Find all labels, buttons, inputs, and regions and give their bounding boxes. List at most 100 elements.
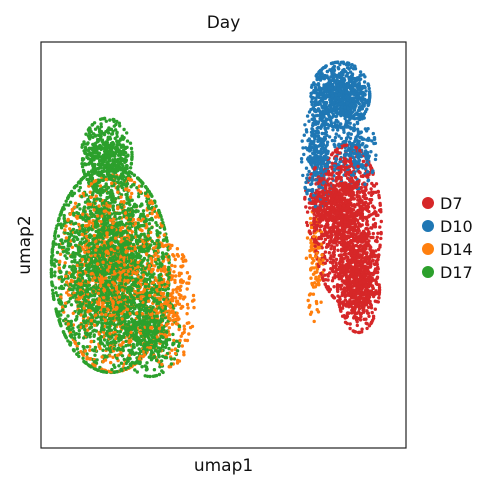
scatter-point bbox=[375, 235, 379, 239]
scatter-point bbox=[361, 191, 366, 195]
scatter-point bbox=[117, 364, 121, 368]
scatter-point bbox=[125, 139, 130, 143]
scatter-point bbox=[341, 260, 345, 264]
scatter-point bbox=[307, 305, 311, 309]
scatter-point bbox=[101, 348, 105, 352]
scatter-point bbox=[65, 270, 69, 274]
scatter-point bbox=[111, 208, 116, 212]
scatter-point bbox=[92, 171, 97, 175]
scatter-point bbox=[94, 134, 98, 138]
scatter-point bbox=[185, 287, 189, 291]
scatter-point bbox=[70, 189, 74, 194]
scatter-point bbox=[85, 357, 89, 361]
scatter-point bbox=[81, 319, 86, 323]
scatter-point bbox=[358, 92, 363, 96]
scatter-point bbox=[332, 142, 336, 147]
scatter-point bbox=[366, 311, 370, 315]
scatter-point bbox=[145, 277, 150, 282]
scatter-point bbox=[145, 213, 150, 218]
scatter-point bbox=[162, 269, 167, 273]
scatter-point bbox=[316, 134, 321, 138]
scatter-point bbox=[152, 368, 157, 372]
scatter-point bbox=[76, 231, 81, 236]
scatter-point bbox=[304, 166, 309, 170]
scatter-point bbox=[357, 102, 361, 106]
scatter-point bbox=[373, 254, 377, 259]
scatter-point bbox=[322, 240, 326, 245]
scatter-point bbox=[331, 251, 335, 255]
scatter-point bbox=[358, 190, 362, 194]
scatter-point bbox=[190, 299, 195, 303]
scatter-point bbox=[186, 306, 190, 310]
scatter-point bbox=[83, 224, 88, 228]
scatter-point bbox=[92, 197, 97, 202]
scatter-point bbox=[138, 331, 143, 335]
scatter-point bbox=[54, 307, 58, 311]
scatter-point bbox=[141, 212, 145, 216]
scatter-point bbox=[371, 231, 375, 236]
scatter-point bbox=[121, 340, 126, 344]
scatter-point bbox=[365, 326, 369, 331]
scatter-point bbox=[108, 354, 112, 358]
scatter-point bbox=[370, 226, 374, 230]
scatter-point bbox=[185, 271, 190, 275]
scatter-point bbox=[82, 345, 86, 349]
scatter-point bbox=[177, 327, 181, 332]
scatter-point bbox=[337, 134, 341, 138]
scatter-point bbox=[167, 337, 172, 342]
scatter-point bbox=[142, 338, 146, 342]
scatter-points bbox=[49, 60, 383, 379]
scatter-point bbox=[86, 255, 90, 259]
scatter-point bbox=[365, 138, 369, 142]
scatter-point bbox=[159, 359, 164, 363]
scatter-point bbox=[362, 159, 366, 164]
scatter-point bbox=[301, 173, 305, 178]
scatter-point bbox=[139, 267, 144, 272]
scatter-point bbox=[183, 338, 187, 342]
scatter-point bbox=[167, 326, 171, 330]
scatter-point bbox=[310, 261, 314, 265]
scatter-point bbox=[155, 223, 159, 227]
scatter-point bbox=[334, 257, 339, 262]
scatter-point bbox=[327, 104, 332, 108]
scatter-point bbox=[96, 125, 100, 129]
scatter-point bbox=[66, 231, 70, 236]
scatter-point bbox=[336, 128, 340, 132]
scatter-point bbox=[372, 262, 377, 266]
scatter-point bbox=[336, 289, 340, 294]
scatter-point bbox=[314, 102, 318, 107]
scatter-point bbox=[167, 346, 171, 351]
scatter-point bbox=[86, 170, 91, 174]
scatter-point bbox=[368, 247, 372, 251]
scatter-point bbox=[129, 146, 134, 151]
scatter-point bbox=[53, 274, 57, 278]
scatter-point bbox=[117, 181, 121, 185]
scatter-point bbox=[310, 102, 314, 107]
scatter-point bbox=[364, 89, 368, 93]
scatter-point bbox=[125, 163, 129, 168]
scatter-point bbox=[369, 213, 373, 217]
scatter-point bbox=[362, 80, 367, 84]
scatter-point bbox=[69, 303, 74, 307]
scatter-point bbox=[113, 214, 117, 219]
scatter-point bbox=[157, 355, 161, 359]
scatter-point bbox=[172, 357, 177, 361]
scatter-point bbox=[78, 207, 82, 211]
scatter-point bbox=[172, 338, 176, 343]
scatter-point bbox=[126, 154, 130, 158]
scatter-point bbox=[142, 279, 146, 283]
scatter-point bbox=[153, 257, 158, 262]
scatter-point bbox=[92, 328, 97, 332]
scatter-point bbox=[309, 276, 313, 280]
scatter-point bbox=[107, 275, 111, 280]
scatter-point bbox=[316, 82, 321, 86]
scatter-point bbox=[90, 221, 95, 225]
scatter-point bbox=[49, 268, 54, 272]
scatter-point bbox=[365, 251, 369, 255]
scatter-point bbox=[185, 312, 189, 316]
scatter-point bbox=[377, 296, 381, 300]
scatter-point bbox=[86, 310, 90, 314]
scatter-point bbox=[71, 330, 76, 334]
scatter-point bbox=[77, 341, 81, 346]
